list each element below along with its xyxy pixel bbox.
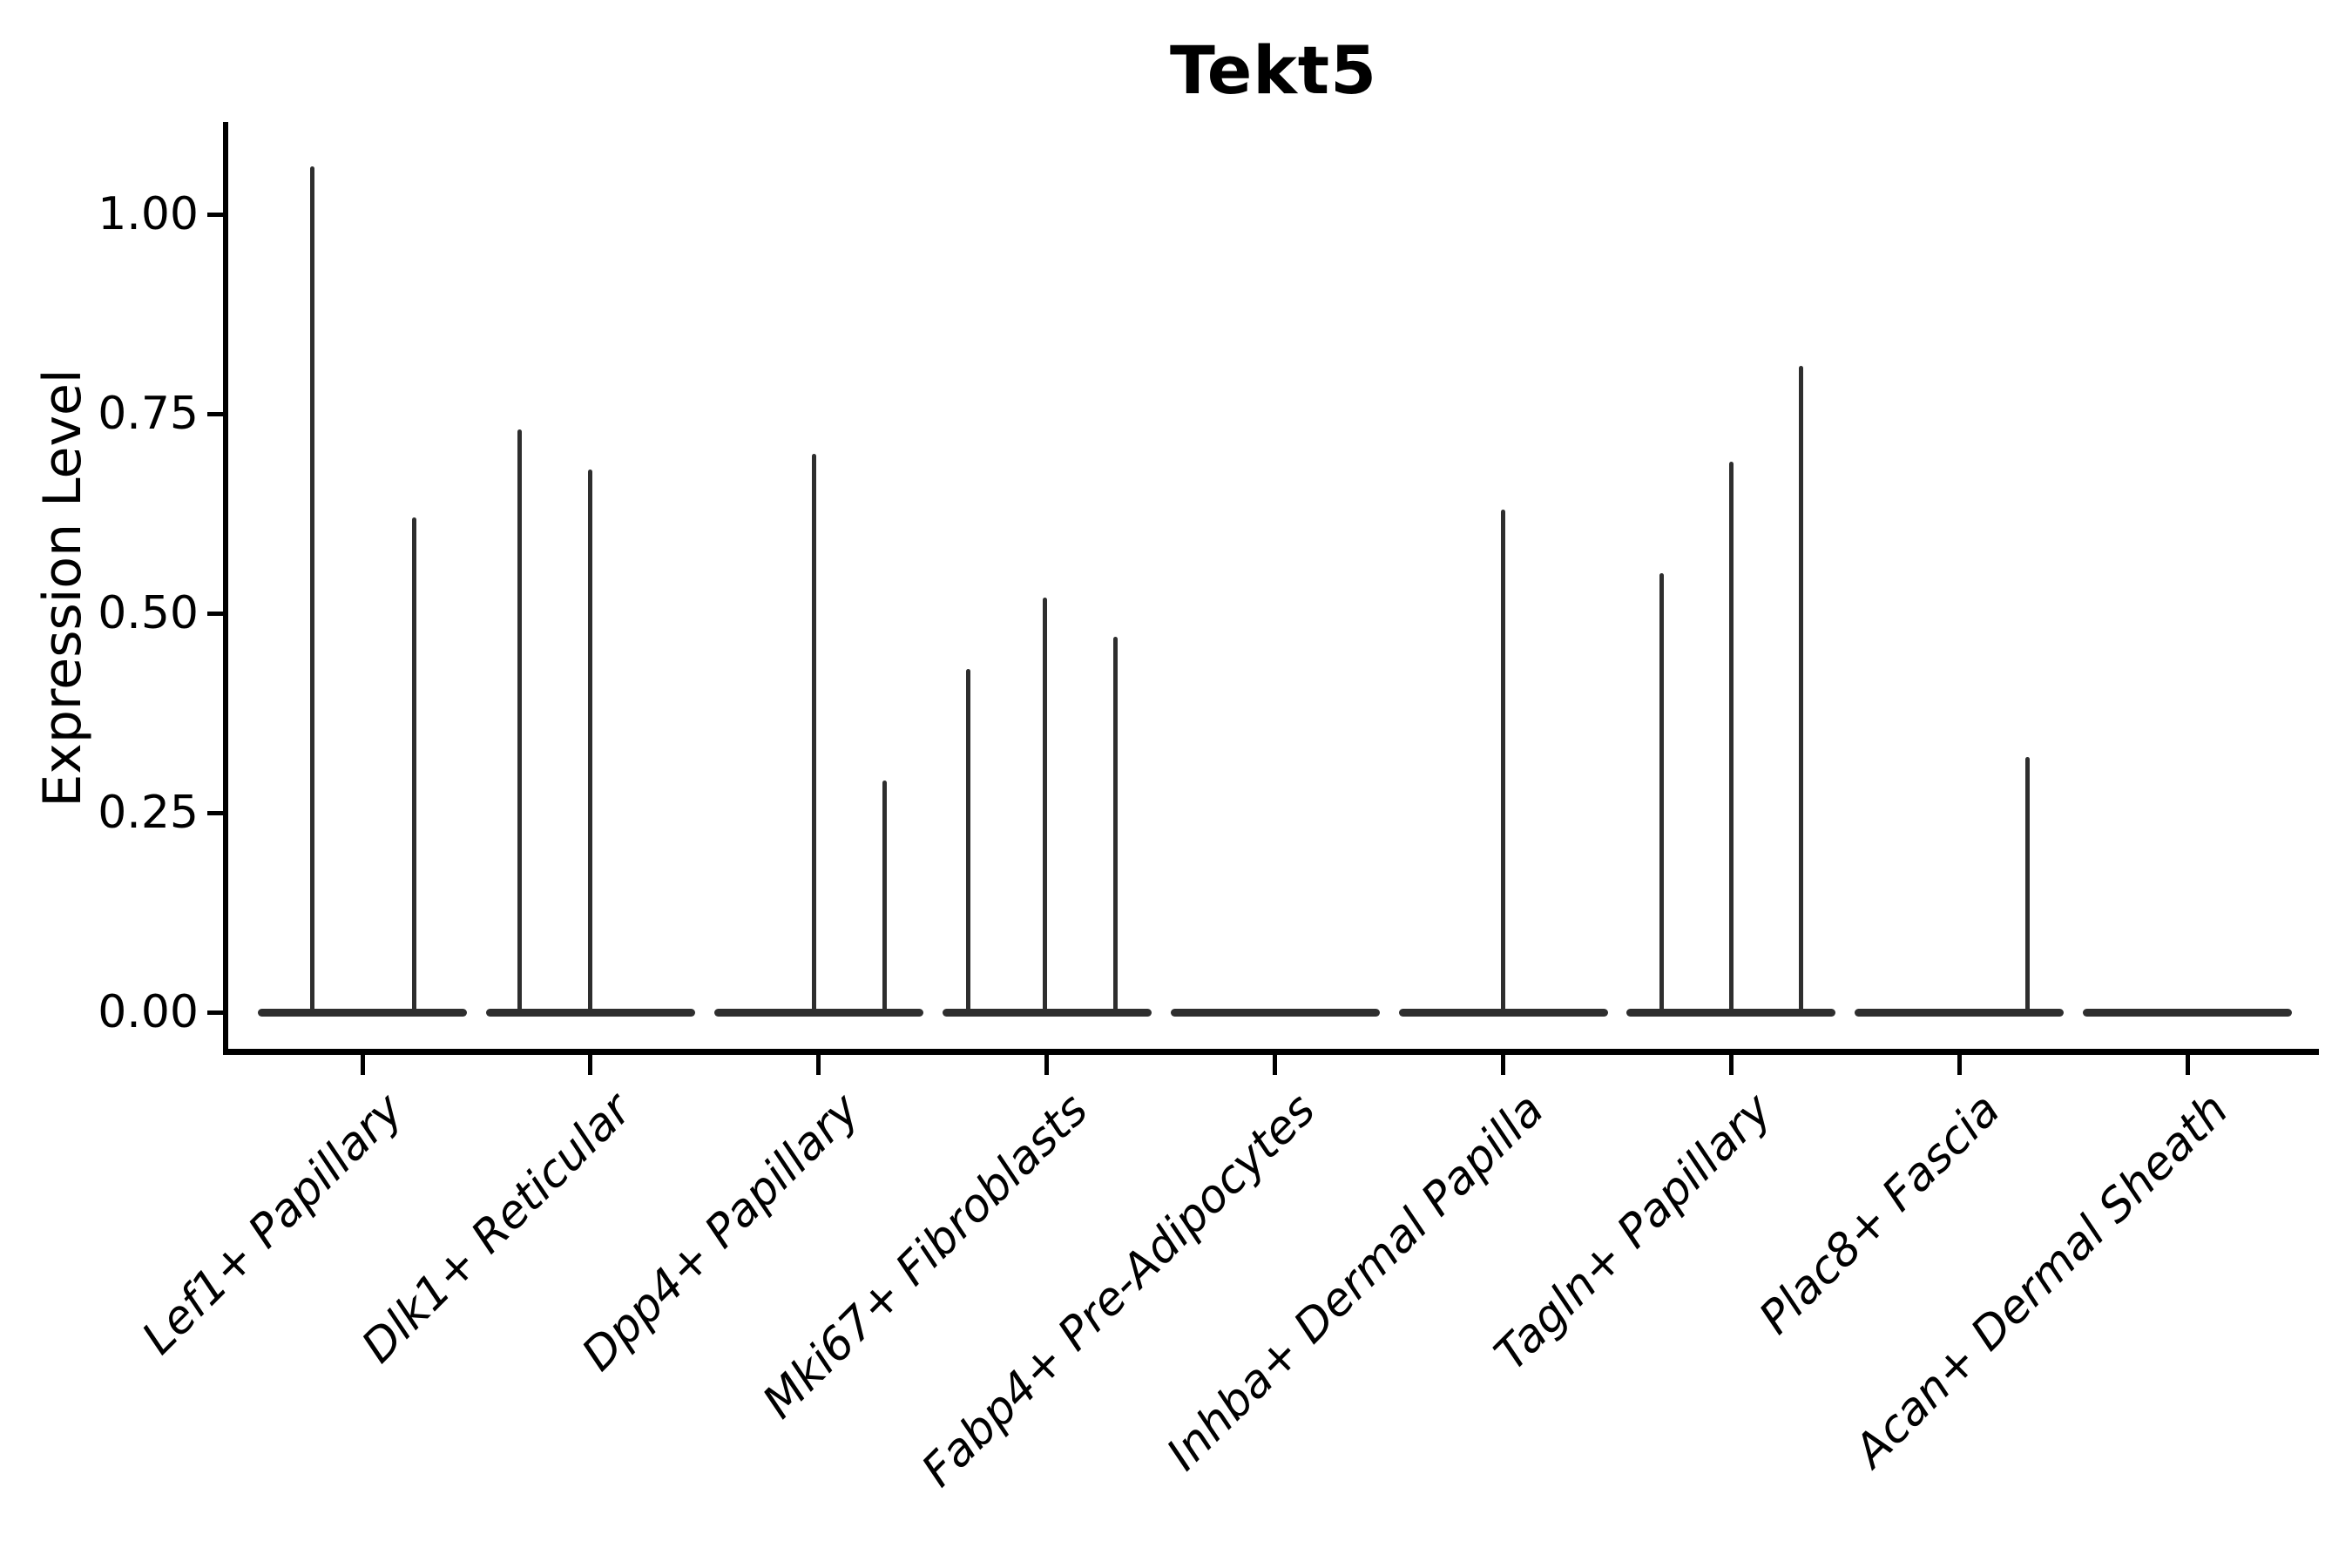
violin-spike bbox=[1113, 637, 1119, 1016]
x-tick bbox=[2185, 1055, 2190, 1075]
violin-spike bbox=[1798, 366, 1803, 1016]
violin-spike bbox=[309, 166, 314, 1016]
violin-baseline bbox=[1855, 1008, 2065, 1017]
x-tick-label: Plac8+ Fascia bbox=[1749, 1084, 2011, 1345]
violin-baseline bbox=[713, 1008, 923, 1017]
violin-spike bbox=[812, 453, 817, 1016]
violin-baseline bbox=[258, 1008, 467, 1017]
x-tick-label: Acan+ Dermal Sheath bbox=[1844, 1084, 2239, 1477]
x-tick bbox=[816, 1055, 821, 1075]
y-tick bbox=[207, 810, 226, 815]
x-tick bbox=[1501, 1055, 1505, 1075]
violin-spike bbox=[1659, 573, 1664, 1016]
y-tick bbox=[207, 611, 226, 616]
y-tick-label: 0.75 bbox=[98, 388, 199, 440]
violin-spike bbox=[411, 517, 416, 1016]
violin-spike bbox=[1501, 509, 1505, 1016]
y-tick bbox=[207, 212, 226, 217]
violin-spike bbox=[882, 781, 888, 1016]
chart-title: Tekt5 bbox=[1169, 31, 1378, 109]
y-axis-spine bbox=[223, 122, 228, 1055]
y-tick-label: 0.00 bbox=[98, 986, 199, 1038]
x-tick bbox=[1273, 1055, 1278, 1075]
violin-spike bbox=[517, 429, 523, 1016]
y-tick bbox=[207, 1010, 226, 1015]
violin-baseline bbox=[2083, 1008, 2293, 1017]
violin-spike bbox=[1043, 597, 1048, 1016]
y-tick-label: 0.50 bbox=[98, 587, 199, 639]
violin-spike bbox=[2024, 756, 2030, 1016]
violin-spike bbox=[966, 669, 971, 1016]
x-tick bbox=[588, 1055, 593, 1075]
violin-spike bbox=[588, 470, 593, 1016]
x-tick bbox=[1044, 1055, 1050, 1075]
x-tick-label: Fabp4+ Pre-Adipocytes bbox=[912, 1084, 1327, 1497]
violin-spike bbox=[1728, 461, 1734, 1016]
violin-baseline bbox=[1170, 1008, 1380, 1017]
y-tick-label: 0.25 bbox=[98, 787, 199, 839]
x-tick bbox=[1957, 1055, 1962, 1075]
y-tick-label: 1.00 bbox=[98, 188, 199, 240]
x-tick bbox=[360, 1055, 365, 1075]
x-tick bbox=[1728, 1055, 1734, 1075]
y-tick bbox=[207, 411, 226, 416]
x-tick-label: Inhba+ Dermal Papilla bbox=[1157, 1084, 1554, 1481]
x-axis-spine bbox=[223, 1049, 2319, 1055]
